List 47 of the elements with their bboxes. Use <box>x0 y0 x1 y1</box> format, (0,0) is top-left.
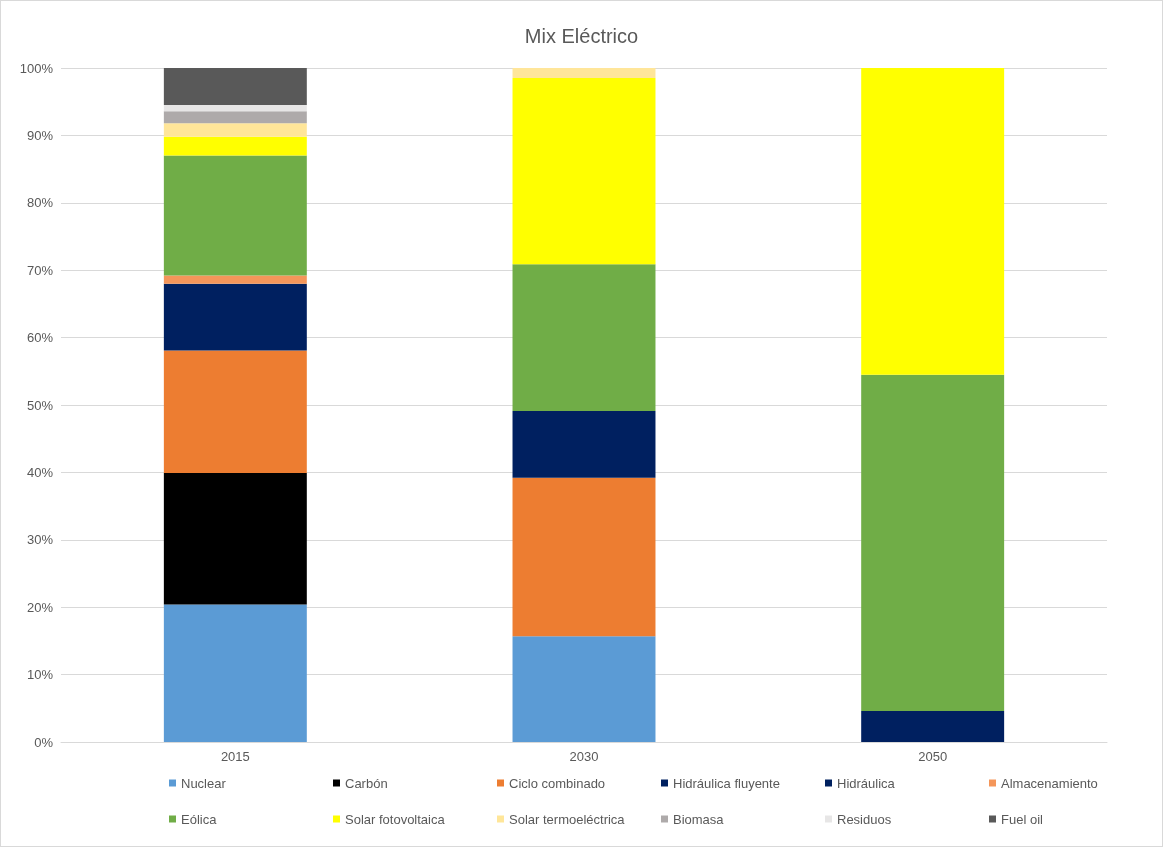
legend-label: Fuel oil <box>1001 811 1044 827</box>
bar <box>163 136 307 156</box>
legend-label: Residuos <box>837 811 892 827</box>
x-tick-label: 2030 <box>569 749 599 764</box>
legend-label: Solar termoeléctrica <box>509 811 626 827</box>
bar <box>163 473 307 605</box>
y-tick-label: 60% <box>26 330 54 346</box>
bar <box>512 264 656 412</box>
bar <box>163 350 307 474</box>
bar <box>512 68 656 79</box>
bar <box>163 283 307 351</box>
y-tick-label: 80% <box>26 195 54 211</box>
y-tick-label: 100% <box>19 60 54 76</box>
bar <box>163 111 307 124</box>
y-tick-label: 40% <box>26 464 54 480</box>
bar <box>861 711 1005 742</box>
y-tick-label: 90% <box>26 127 54 143</box>
bar <box>163 275 307 284</box>
legend-label: Hidráulica fluyente <box>673 775 780 791</box>
legend-label: Biomasa <box>673 811 725 827</box>
y-tick-label: 70% <box>26 262 54 278</box>
bar <box>512 477 656 637</box>
bar <box>861 374 1005 711</box>
y-tick-label: 20% <box>26 599 54 615</box>
legend-label: Carbón <box>345 775 388 791</box>
bar <box>861 68 1005 375</box>
y-tick-label: 0% <box>34 734 54 750</box>
bar <box>163 68 307 106</box>
bar <box>512 636 656 742</box>
bar <box>163 105 307 112</box>
bar <box>163 123 307 137</box>
legend-label: Almacenamiento <box>1001 775 1098 791</box>
bar <box>163 604 307 742</box>
bar <box>512 411 656 478</box>
x-tick-label: 2050 <box>918 749 948 764</box>
legend-label: Solar fotovoltaica <box>345 811 446 827</box>
y-tick-label: 30% <box>26 532 54 548</box>
legend-label: Nuclear <box>181 775 227 791</box>
x-tick-label: 2015 <box>220 749 250 764</box>
legend-label: Eólica <box>181 811 218 827</box>
bar <box>512 78 656 265</box>
chart-title: Mix Eléctrico <box>524 25 639 47</box>
bar <box>163 155 307 276</box>
legend-label: Hidráulica <box>837 775 896 791</box>
y-tick-label: 50% <box>26 397 54 413</box>
legend-label: Ciclo combinado <box>509 775 606 791</box>
y-tick-label: 10% <box>26 667 54 683</box>
